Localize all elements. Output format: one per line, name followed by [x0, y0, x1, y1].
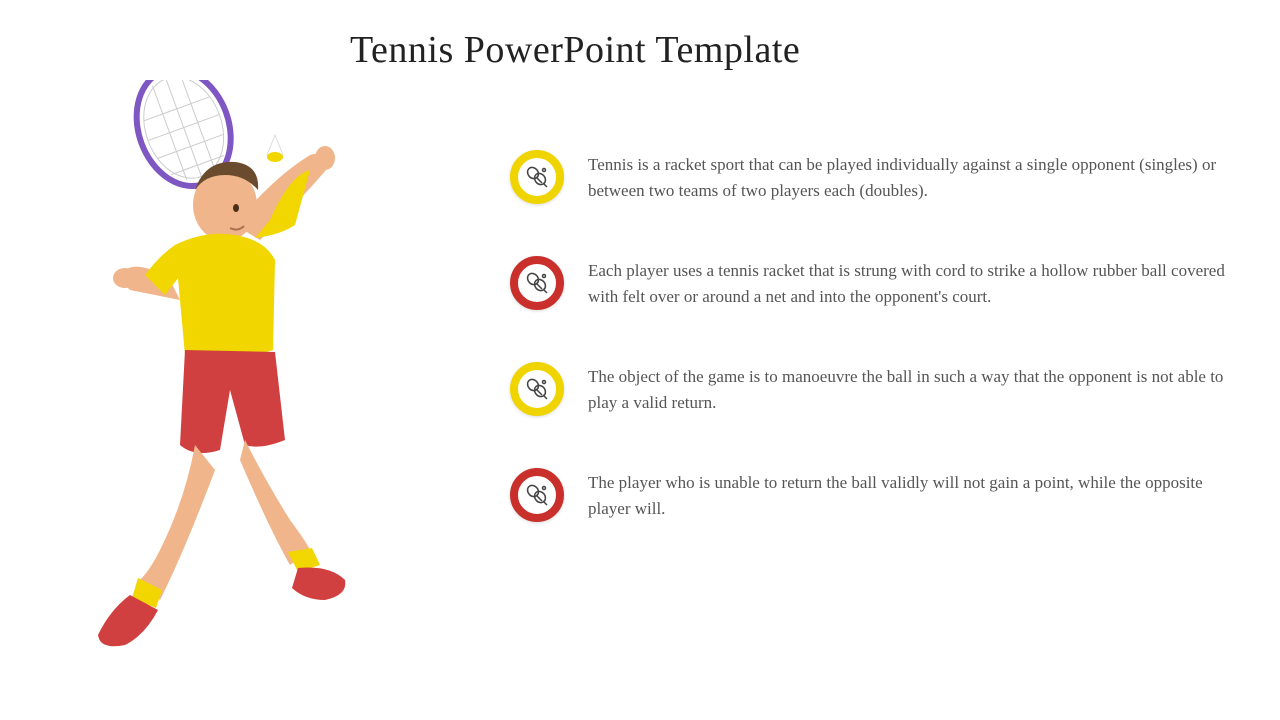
bullet-item-2: Each player uses a tennis racket that is…	[510, 256, 1230, 310]
page-title: Tennis PowerPoint Template	[350, 28, 800, 72]
bullet-item-1: Tennis is a racket sport that can be pla…	[510, 150, 1230, 204]
bullet-text-2: Each player uses a tennis racket that is…	[588, 256, 1230, 309]
racket-icon	[510, 468, 564, 522]
racket-icon	[510, 256, 564, 310]
bullet-text-3: The object of the game is to manoeuvre t…	[588, 362, 1230, 415]
racket-icon	[510, 150, 564, 204]
player-illustration	[30, 80, 460, 690]
bullet-item-4: The player who is unable to return the b…	[510, 468, 1230, 522]
bullet-list: Tennis is a racket sport that can be pla…	[510, 150, 1230, 574]
bullet-text-1: Tennis is a racket sport that can be pla…	[588, 150, 1230, 203]
bullet-item-3: The object of the game is to manoeuvre t…	[510, 362, 1230, 416]
racket-icon	[510, 362, 564, 416]
bullet-text-4: The player who is unable to return the b…	[588, 468, 1230, 521]
